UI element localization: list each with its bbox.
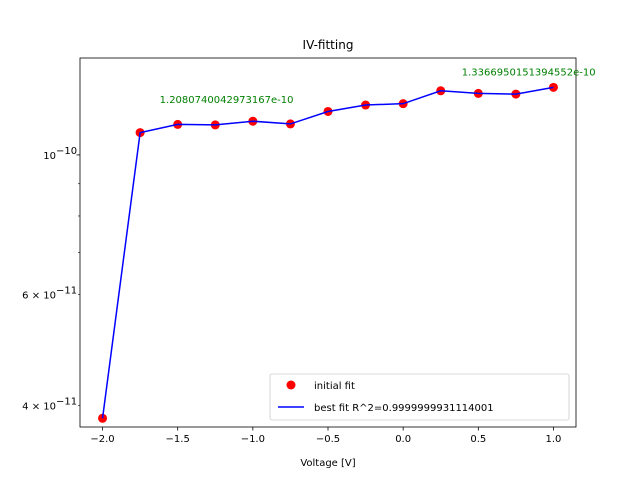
x-tick-label: 0.0 [395,434,411,445]
y-tick-exponent: −10 [56,146,77,157]
x-axis-label: Voltage [V] [300,458,355,469]
value-annotation: 1.2080740042973167e-10 [160,95,294,106]
y-minor-tick-exponent: −11 [56,286,77,297]
chart-title: IV-fitting [303,38,354,52]
best-fit-line [101,86,554,419]
x-tick-label: −1.5 [166,434,190,445]
y-tick-base: 10 [43,151,56,162]
legend-label-initial-fit: initial fit [314,381,355,392]
y-minor-tick-label: 4 × 10 [22,402,56,413]
legend-label-best-fit: best fit R^2=0.9999999931114001 [314,403,494,414]
y-minor-tick-label: 6 × 10 [22,291,56,302]
y-tick-label: 10 [43,151,56,162]
x-tick-label: 0.5 [470,434,486,445]
legend-marker-initial-fit [286,380,296,390]
x-tick-label: −0.5 [316,434,340,445]
y-minor-tick-exponent: −11 [56,397,77,408]
x-tick-label: −1.0 [241,434,265,445]
legend-box [269,373,570,421]
legend: initial fit best fit R^2=0.99999999311140… [269,373,570,421]
x-tick-label: −2.0 [90,434,114,445]
x-tick-label: 1.0 [546,434,562,445]
value-annotation: 1.3366950151394552e-10 [462,67,596,78]
plot-area: −2.0 −1.5 −1.0 −0.5 0.0 0.5 1.010 −104 × 10 −116… [22,57,596,445]
initial-fit-point [548,82,558,92]
